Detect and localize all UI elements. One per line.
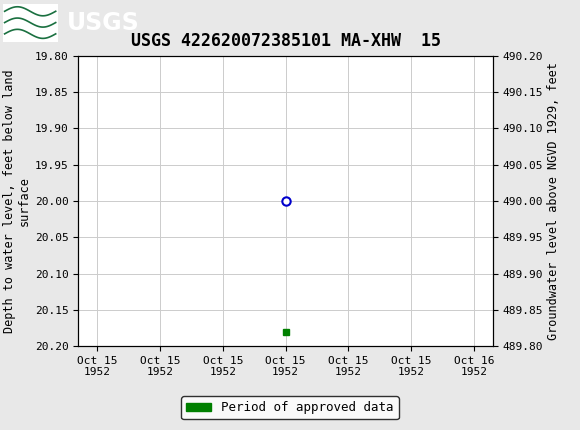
Legend: Period of approved data: Period of approved data: [181, 396, 399, 419]
Bar: [3, 3, 58, 42]
Y-axis label: Groundwater level above NGVD 1929, feet: Groundwater level above NGVD 1929, feet: [548, 62, 560, 340]
Y-axis label: Depth to water level, feet below land
surface: Depth to water level, feet below land su…: [3, 69, 31, 333]
Title: USGS 422620072385101 MA-XHW  15: USGS 422620072385101 MA-XHW 15: [130, 32, 441, 50]
Text: USGS: USGS: [67, 11, 139, 34]
